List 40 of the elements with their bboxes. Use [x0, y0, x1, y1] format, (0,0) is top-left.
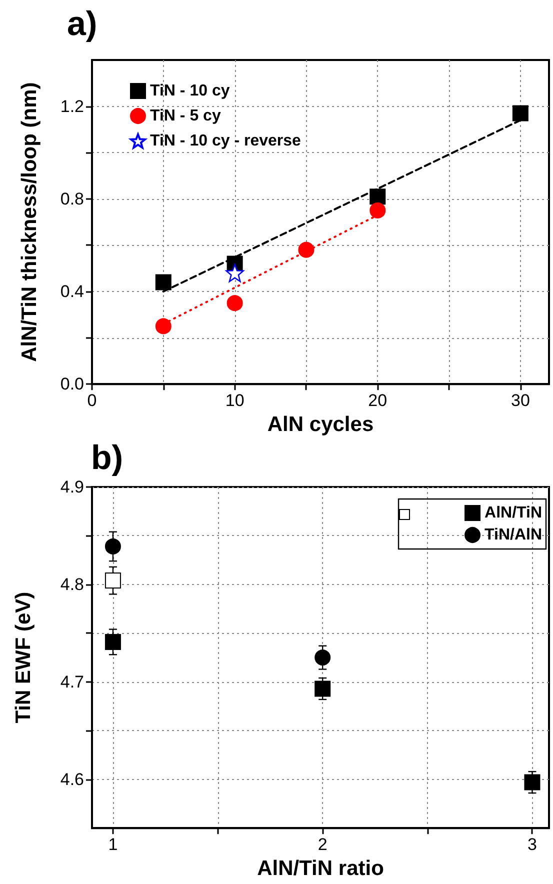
legend-label: TiN - 5 cy	[150, 108, 221, 124]
legend-label: TiN/AlN	[484, 526, 542, 544]
y-tick-label: 4.9	[60, 478, 84, 496]
point	[370, 188, 386, 205]
y-tick-label: 4.7	[60, 672, 84, 692]
x-tick-label: 0	[87, 391, 97, 410]
y-tick-label: 0.8	[60, 189, 84, 208]
y-tick-label: 0.4	[60, 282, 84, 301]
x-tick-label: 2	[318, 835, 328, 854]
point	[104, 572, 121, 589]
point	[104, 634, 121, 650]
legend-label: AlN/TiN	[484, 504, 542, 522]
point	[370, 202, 386, 218]
y-axis-title: AlN/TiN thickness/loop (nm)	[18, 82, 41, 362]
point	[512, 105, 528, 122]
x-axis-title: AlN cycles	[267, 413, 374, 436]
point	[524, 774, 540, 790]
x-tick-label: 3	[527, 835, 537, 854]
legend-label: TiN - 10 cy	[150, 82, 230, 100]
point	[104, 538, 121, 554]
y-axis-title: TiN EWF (eV)	[12, 592, 35, 724]
chart-title: b)	[91, 439, 124, 477]
x-tick-label: 10	[225, 391, 244, 410]
point	[226, 264, 244, 282]
point	[298, 242, 314, 258]
point	[226, 295, 243, 312]
x-axis-title: AlN/TiN ratio	[257, 857, 384, 880]
point	[155, 274, 172, 290]
x-tick-label: 1	[108, 835, 118, 854]
chart-title: a)	[67, 5, 98, 43]
y-tick-label: 1.2	[60, 96, 84, 116]
point	[155, 318, 172, 334]
legend-label: TiN - 10 cy - reverse	[150, 132, 302, 150]
y-tick-label: 4.8	[60, 574, 84, 594]
point	[314, 680, 331, 697]
point	[314, 650, 331, 666]
y-tick-label: 4.6	[60, 770, 84, 789]
x-tick-label: 20	[368, 391, 388, 410]
x-tick-label: 30	[510, 391, 530, 410]
y-tick-label: 0.0	[60, 374, 84, 394]
